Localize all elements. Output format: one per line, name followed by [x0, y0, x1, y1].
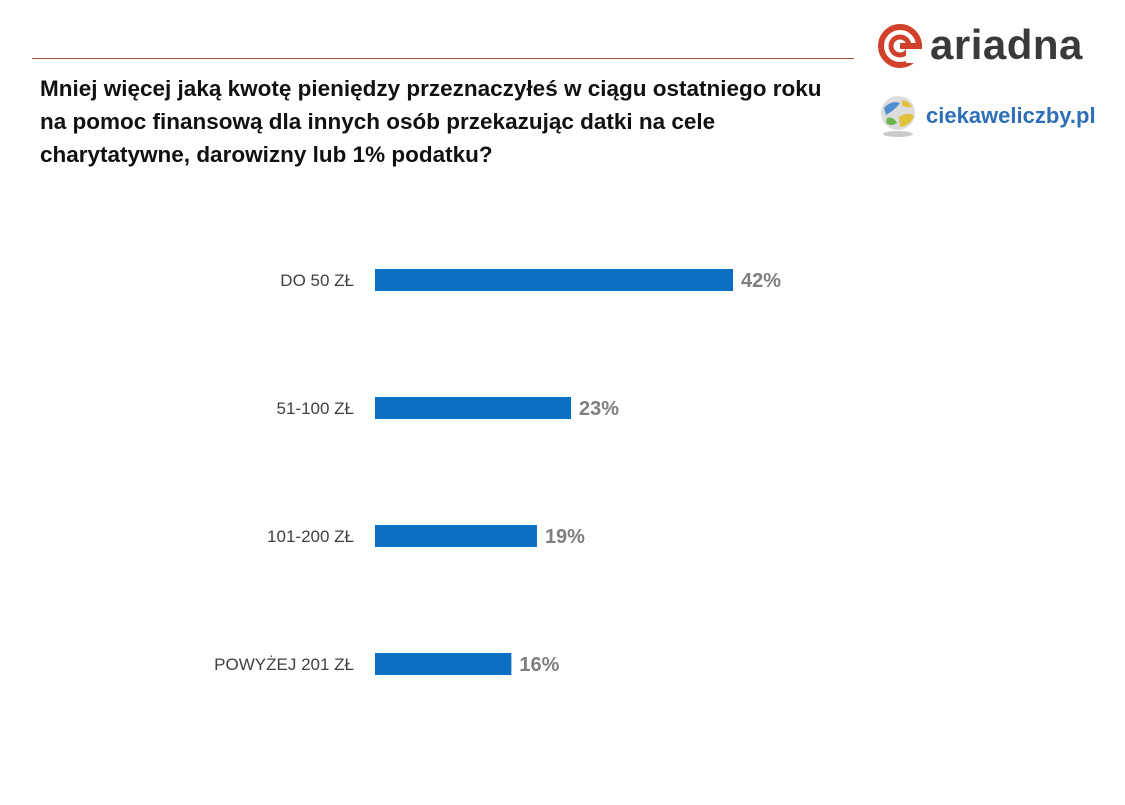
ciekaweliczby-logo: ciekaweliczby.pl	[876, 92, 1116, 142]
bar	[375, 397, 572, 419]
data-label: 16%	[519, 654, 559, 676]
data-label: 23%	[579, 398, 619, 420]
category-label: DO 50 ZŁ	[280, 271, 354, 290]
bar	[375, 653, 512, 675]
data-label: 19%	[545, 526, 585, 548]
bar	[375, 525, 537, 547]
globe-icon	[881, 96, 915, 137]
header-rule	[32, 58, 854, 59]
ciekaweliczby-text: ciekaweliczby.pl	[926, 103, 1096, 128]
data-label: 42%	[741, 270, 781, 292]
category-label: 51-100 ZŁ	[277, 399, 355, 418]
ariadna-logo: ariadna	[876, 20, 1116, 72]
bar	[375, 269, 733, 291]
ariadna-logo-icon	[878, 24, 924, 68]
ariadna-logo-text: ariadna	[930, 21, 1083, 68]
category-label: POWYŻEJ 201 ZŁ	[214, 655, 354, 674]
chart-title: Mniej więcej jaką kwotę pieniędzy przezn…	[40, 76, 822, 167]
category-label: 101-200 ZŁ	[267, 527, 354, 546]
